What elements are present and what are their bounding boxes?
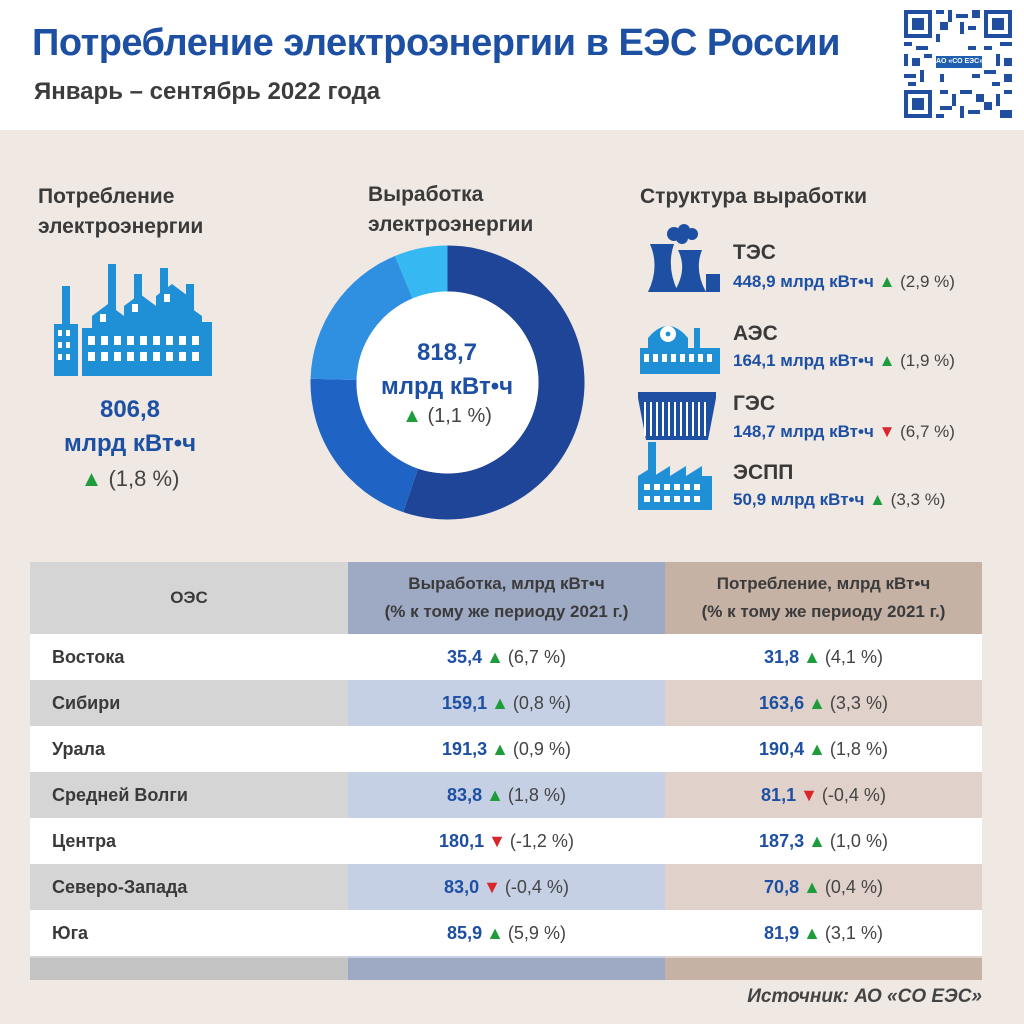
table-row: Урала 191,3 ▲ (0,9 %) 190,4 ▲ (1,8 %)	[30, 726, 982, 772]
table-cell-generation: 83,8 ▲ (1,8 %)	[447, 784, 566, 805]
table-header-region: ОЭС	[30, 562, 348, 634]
header: Потребление электроэнергии в ЕЭС России …	[0, 0, 1024, 130]
up-arrow-icon: ▲	[491, 692, 509, 713]
table-row: Сибири 159,1 ▲ (0,8 %) 163,6 ▲ (3,3 %)	[30, 680, 982, 726]
table-cell-consumption: 81,1 ▼ (-0,4 %)	[761, 784, 886, 805]
table-cell-consumption: 163,6 ▲ (3,3 %)	[759, 692, 888, 713]
industrial-plant-icon	[638, 442, 712, 510]
table-row: Северо-Запада 83,0 ▼ (-0,4 %) 70,8 ▲ (0,4 %)	[30, 864, 982, 910]
up-arrow-icon: ▲	[80, 466, 103, 491]
table-cell-generation: 159,1 ▲ (0,8 %)	[442, 692, 571, 713]
down-arrow-icon: ▼	[488, 830, 506, 851]
hydro-plant-icon	[638, 392, 716, 440]
consumption-change: ▲ (1,8 %)	[80, 466, 180, 491]
donut-hole	[356, 291, 539, 474]
up-arrow-icon: ▲	[486, 646, 504, 667]
generation-title: Выработка электроэнергии	[368, 183, 534, 236]
generation-value-block: 818,7 млрд кВт•ч	[357, 336, 537, 404]
structure-value-espp: 50,9 млрд кВт•ч ▲ (3,3 %)	[733, 490, 946, 509]
table-row: Юга 85,9 ▲ (5,9 %) 81,9 ▲ (3,1 %)	[30, 910, 982, 956]
donut-slice-2	[310, 378, 419, 513]
up-arrow-icon: ▲	[803, 876, 821, 897]
table-footer-consumption	[665, 958, 982, 980]
table-cell-generation: 35,4 ▲ (6,7 %)	[348, 634, 665, 680]
table-footer-region	[30, 958, 348, 980]
up-arrow-icon: ▲	[491, 738, 509, 759]
up-arrow-icon: ▲	[803, 646, 821, 667]
qr-label: АО «СО ЕЭС»	[936, 56, 983, 68]
consumption-title: Потребление электроэнергии	[38, 185, 204, 238]
donut-slice-4	[394, 245, 448, 299]
structure-name-ges: ГЭС	[733, 392, 776, 415]
table-cell-consumption: 187,3 ▲ (1,0 %)	[665, 818, 982, 864]
source-note: Источник: АО «СО ЕЭС»	[747, 986, 982, 1007]
table-cell-generation: 85,9 ▲ (5,9 %)	[348, 910, 665, 956]
down-arrow-icon: ▼	[800, 784, 818, 805]
table-header-consumption: Потребление, млрд кВт•ч (% к тому же пери…	[665, 562, 982, 634]
table-cell-region: Сибири	[52, 692, 121, 713]
table-cell-generation: 83,0 ▼ (-0,4 %)	[444, 876, 569, 897]
structure-name-aes: АЭС	[733, 322, 778, 345]
structure-value-aes: 164,1 млрд кВт•ч ▲ (1,9 %)	[733, 351, 955, 370]
consumption-value: 806,8	[99, 396, 161, 423]
up-arrow-icon: ▲	[486, 784, 504, 805]
table-cell-generation: 180,1 ▼ (-1,2 %)	[348, 818, 665, 864]
consumption-unit: млрд кВт•ч	[63, 430, 197, 457]
table-cell-region: Урала	[30, 726, 348, 772]
up-arrow-icon: ▲	[803, 922, 821, 943]
table-row: Средней Волги 83,8 ▲ (1,8 %) 81,1 ▼ (-0,4 %)	[30, 772, 982, 818]
up-arrow-icon: ▲	[878, 351, 896, 370]
up-arrow-icon: ▲	[808, 830, 826, 851]
table-footer-generation	[348, 958, 665, 980]
up-arrow-icon: ▲	[878, 272, 896, 291]
generation-donut-chart	[310, 245, 585, 520]
table-cell-consumption: 190,4 ▲ (1,8 %)	[665, 726, 982, 772]
structure-name-tes: ТЭС	[733, 241, 776, 264]
up-arrow-icon: ▲	[808, 738, 826, 759]
table-cell-consumption: 31,8 ▲ (4,1 %)	[665, 634, 982, 680]
down-arrow-icon: ▼	[878, 422, 896, 441]
thermal-plant-icon	[648, 224, 720, 292]
table-cell-region: Средней Волги	[52, 784, 188, 805]
generation-value: 818,7	[416, 339, 478, 366]
page-subtitle: Январь – сентябрь 2022 года	[34, 78, 381, 105]
up-arrow-icon: ▲	[869, 490, 886, 509]
nuclear-plant-icon	[640, 326, 720, 374]
up-arrow-icon: ▲	[808, 692, 826, 713]
table-cell-region: Востока	[30, 634, 348, 680]
structure-value-tes: 448,9 млрд кВт•ч ▲ (2,9 %)	[733, 272, 955, 291]
up-arrow-icon: ▲	[402, 405, 422, 427]
table-cell-consumption: 81,9 ▲ (3,1 %)	[665, 910, 982, 956]
table-cell-region: Северо-Запада	[52, 876, 188, 897]
generation-unit: млрд кВт•ч	[380, 373, 514, 400]
qr-code-icon[interactable]	[900, 6, 1016, 122]
down-arrow-icon: ▼	[483, 876, 501, 897]
table-cell-region: Юга	[30, 910, 348, 956]
generation-change: ▲ (1,1 %)	[402, 405, 492, 427]
structure-title: Структура выработки	[640, 185, 868, 208]
table-cell-region: Центра	[30, 818, 348, 864]
structure-name-espp: ЭСПП	[733, 461, 794, 484]
structure-value-ges: 148,7 млрд кВт•ч ▼ (6,7 %)	[733, 422, 955, 441]
donut-slice-1	[403, 245, 585, 520]
table-cell-generation: 191,3 ▲ (0,9 %)	[348, 726, 665, 772]
table-header-generation: Выработка, млрд кВт•ч (% к тому же период…	[348, 562, 665, 634]
table-row: Центра 180,1 ▼ (-1,2 %) 187,3 ▲ (1,0 %)	[30, 818, 982, 864]
donut-slice-3	[310, 255, 413, 381]
regions-table: ОЭС Выработка, млрд кВт•ч (% к тому же пе…	[30, 562, 982, 980]
factory-icon	[54, 264, 212, 376]
table-row: Востока 35,4 ▲ (6,7 %) 31,8 ▲ (4,1 %)	[30, 634, 982, 680]
table-cell-consumption: 70,8 ▲ (0,4 %)	[764, 876, 883, 897]
page-title: Потребление электроэнергии в ЕЭС России	[32, 22, 840, 64]
up-arrow-icon: ▲	[486, 922, 504, 943]
consumption-value-block: 806,8 млрд кВт•ч	[40, 393, 220, 461]
